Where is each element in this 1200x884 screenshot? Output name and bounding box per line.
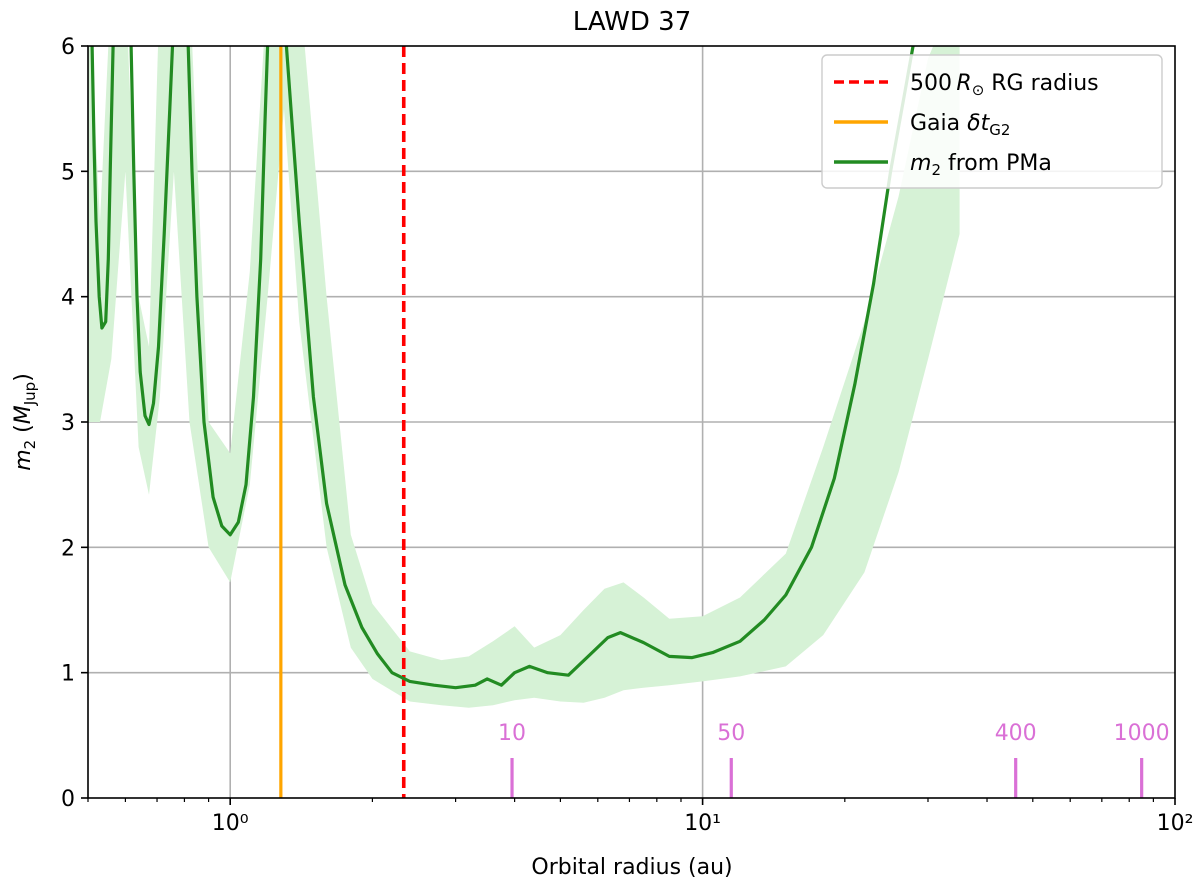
period-marker-label: 400 [995,721,1037,746]
y-tick-label: 6 [61,35,75,60]
y-title-symbol: m [11,449,36,470]
pma-curve-line [90,46,915,690]
y-axis-title-text: m2 (MJup) [11,373,39,471]
legend-label-pma: m2 from PMa [910,151,1052,179]
legend-label-symbol: R [952,71,972,96]
y-title-unit-sub: Jup [21,382,39,406]
legend-label-pre: Gaia [910,111,967,136]
y-title-subscript: 2 [21,440,39,450]
y-tick-label: 4 [61,286,75,311]
x-axis-title: Orbital radius (au) [531,855,732,880]
legend: 500 R⊙ RG radius Gaia δtG2 m2 from PMa [821,54,1163,189]
y-tick-label: 5 [61,160,75,185]
legend-label-subscript: ⊙ [972,81,985,99]
legend-label-subscript: G2 [989,121,1010,139]
y-tick-label: 0 [61,787,75,812]
uncertainty-band [88,46,960,708]
y-tick-label: 1 [61,662,75,687]
reference-lines [279,46,406,798]
y-title-unit: M [11,405,36,424]
chart-title: LAWD 37 [573,7,692,37]
y-tick-label: 2 [61,536,75,561]
legend-label-post: RG radius [984,71,1098,96]
y-title-paren: ( [11,424,36,440]
legend-label-pre: 500 [910,71,952,96]
legend-label-symbol: m [910,151,931,176]
period-marker-label: 50 [717,721,745,746]
legend-label-gaia: Gaia δtG2 [910,111,1010,139]
uncertainty-band-area [88,46,960,708]
axes: 0 1 2 3 4 5 6 10⁰ 10¹ 10² [61,35,1193,836]
period-marker-label: 10 [498,721,526,746]
y-axis-title: m2 (MJup) [11,373,39,471]
period-markers: 10 50 400 1000 [498,721,1170,798]
y-title-paren-close: ) [11,373,36,382]
x-tick-label: 10¹ [684,811,721,836]
y-tick-label: 3 [61,411,75,436]
legend-box [821,54,1163,189]
pma-curve [90,46,915,690]
legend-label-post: from PMa [941,151,1052,176]
legend-label-subscript: 2 [931,161,941,179]
legend-label-symbol: δt [967,111,990,136]
x-tick-label: 10⁰ [212,811,249,836]
x-tick-label: 10² [1157,811,1194,836]
period-marker-label: 1000 [1114,721,1170,746]
legend-label-rg: 500 R⊙ RG radius [910,71,1099,99]
